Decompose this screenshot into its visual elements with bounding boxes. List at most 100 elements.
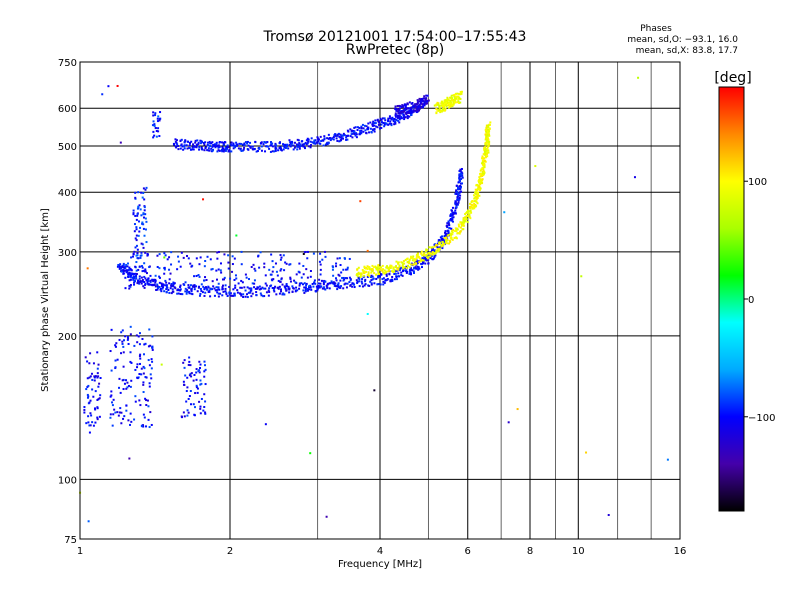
data-point bbox=[123, 382, 126, 385]
data-point bbox=[376, 276, 379, 279]
data-point bbox=[274, 146, 277, 149]
data-point bbox=[96, 376, 99, 379]
data-point bbox=[410, 112, 413, 115]
data-point bbox=[111, 401, 114, 404]
data-point bbox=[479, 187, 482, 190]
data-point bbox=[443, 243, 446, 246]
data-point bbox=[135, 228, 138, 231]
data-point bbox=[180, 415, 183, 418]
data-point bbox=[279, 269, 282, 272]
data-point bbox=[154, 285, 157, 288]
data-point bbox=[184, 374, 187, 377]
data-point bbox=[454, 229, 457, 232]
data-point bbox=[367, 284, 370, 287]
data-point bbox=[156, 288, 159, 291]
data-point bbox=[93, 375, 96, 378]
data-point bbox=[253, 147, 256, 150]
data-point bbox=[371, 278, 374, 281]
data-point bbox=[147, 345, 150, 348]
data-point bbox=[87, 520, 90, 523]
data-point bbox=[459, 186, 462, 189]
data-point bbox=[462, 228, 465, 231]
data-point bbox=[455, 193, 458, 196]
data-point bbox=[476, 183, 479, 186]
data-point bbox=[242, 148, 245, 151]
data-point bbox=[249, 146, 252, 149]
data-point bbox=[318, 278, 321, 281]
data-point bbox=[83, 405, 86, 408]
data-point bbox=[193, 275, 196, 278]
data-point bbox=[240, 294, 243, 297]
data-point bbox=[437, 250, 440, 253]
data-point bbox=[152, 111, 155, 114]
data-point bbox=[154, 127, 157, 130]
data-point bbox=[442, 109, 445, 112]
data-point bbox=[397, 267, 400, 270]
data-point bbox=[137, 206, 140, 209]
data-point bbox=[402, 267, 405, 270]
data-point bbox=[338, 286, 341, 289]
data-point bbox=[187, 397, 190, 400]
data-point bbox=[313, 139, 316, 142]
data-point bbox=[275, 293, 278, 296]
data-point bbox=[182, 148, 185, 151]
data-point bbox=[373, 282, 376, 285]
data-point bbox=[130, 379, 133, 382]
data-point bbox=[298, 145, 301, 148]
data-point bbox=[452, 216, 455, 219]
data-point bbox=[377, 267, 380, 270]
data-point bbox=[295, 145, 298, 148]
data-point bbox=[370, 274, 373, 277]
data-point bbox=[195, 378, 198, 381]
data-point bbox=[317, 282, 320, 285]
data-point bbox=[185, 400, 188, 403]
data-point bbox=[486, 141, 489, 144]
data-point bbox=[407, 261, 410, 264]
data-point bbox=[139, 256, 142, 259]
data-point bbox=[243, 286, 246, 289]
data-point bbox=[89, 375, 92, 378]
data-point bbox=[409, 272, 412, 275]
data-point bbox=[304, 141, 307, 144]
data-point bbox=[121, 329, 124, 332]
data-point bbox=[394, 105, 397, 108]
data-point bbox=[372, 277, 375, 280]
data-point bbox=[396, 269, 399, 272]
data-point bbox=[363, 272, 366, 275]
data-point bbox=[306, 289, 309, 292]
data-point bbox=[402, 266, 405, 269]
data-point bbox=[335, 262, 338, 265]
data-point bbox=[454, 209, 457, 212]
data-point bbox=[459, 230, 462, 233]
data-point bbox=[165, 281, 168, 284]
data-point bbox=[142, 381, 145, 384]
data-point bbox=[84, 356, 87, 359]
data-point bbox=[198, 400, 201, 403]
data-point bbox=[338, 274, 341, 277]
data-point bbox=[188, 142, 191, 145]
data-point bbox=[142, 269, 145, 272]
data-point bbox=[229, 292, 232, 295]
data-point bbox=[372, 122, 375, 125]
data-point bbox=[450, 230, 453, 233]
data-point bbox=[187, 257, 190, 260]
data-point bbox=[129, 272, 132, 275]
data-point bbox=[151, 348, 154, 351]
data-point bbox=[319, 268, 322, 271]
data-point bbox=[456, 186, 459, 189]
data-point bbox=[224, 149, 227, 152]
data-point bbox=[482, 169, 485, 172]
data-point bbox=[142, 285, 145, 288]
data-point bbox=[282, 148, 285, 151]
data-point bbox=[133, 281, 136, 284]
data-point bbox=[142, 212, 145, 215]
data-point bbox=[398, 114, 401, 117]
data-point bbox=[426, 94, 429, 97]
data-point bbox=[395, 269, 398, 272]
data-point bbox=[198, 148, 201, 151]
data-point bbox=[124, 276, 127, 279]
data-point bbox=[114, 344, 117, 347]
data-point bbox=[125, 269, 128, 272]
data-point bbox=[154, 274, 157, 277]
data-point bbox=[152, 120, 155, 123]
